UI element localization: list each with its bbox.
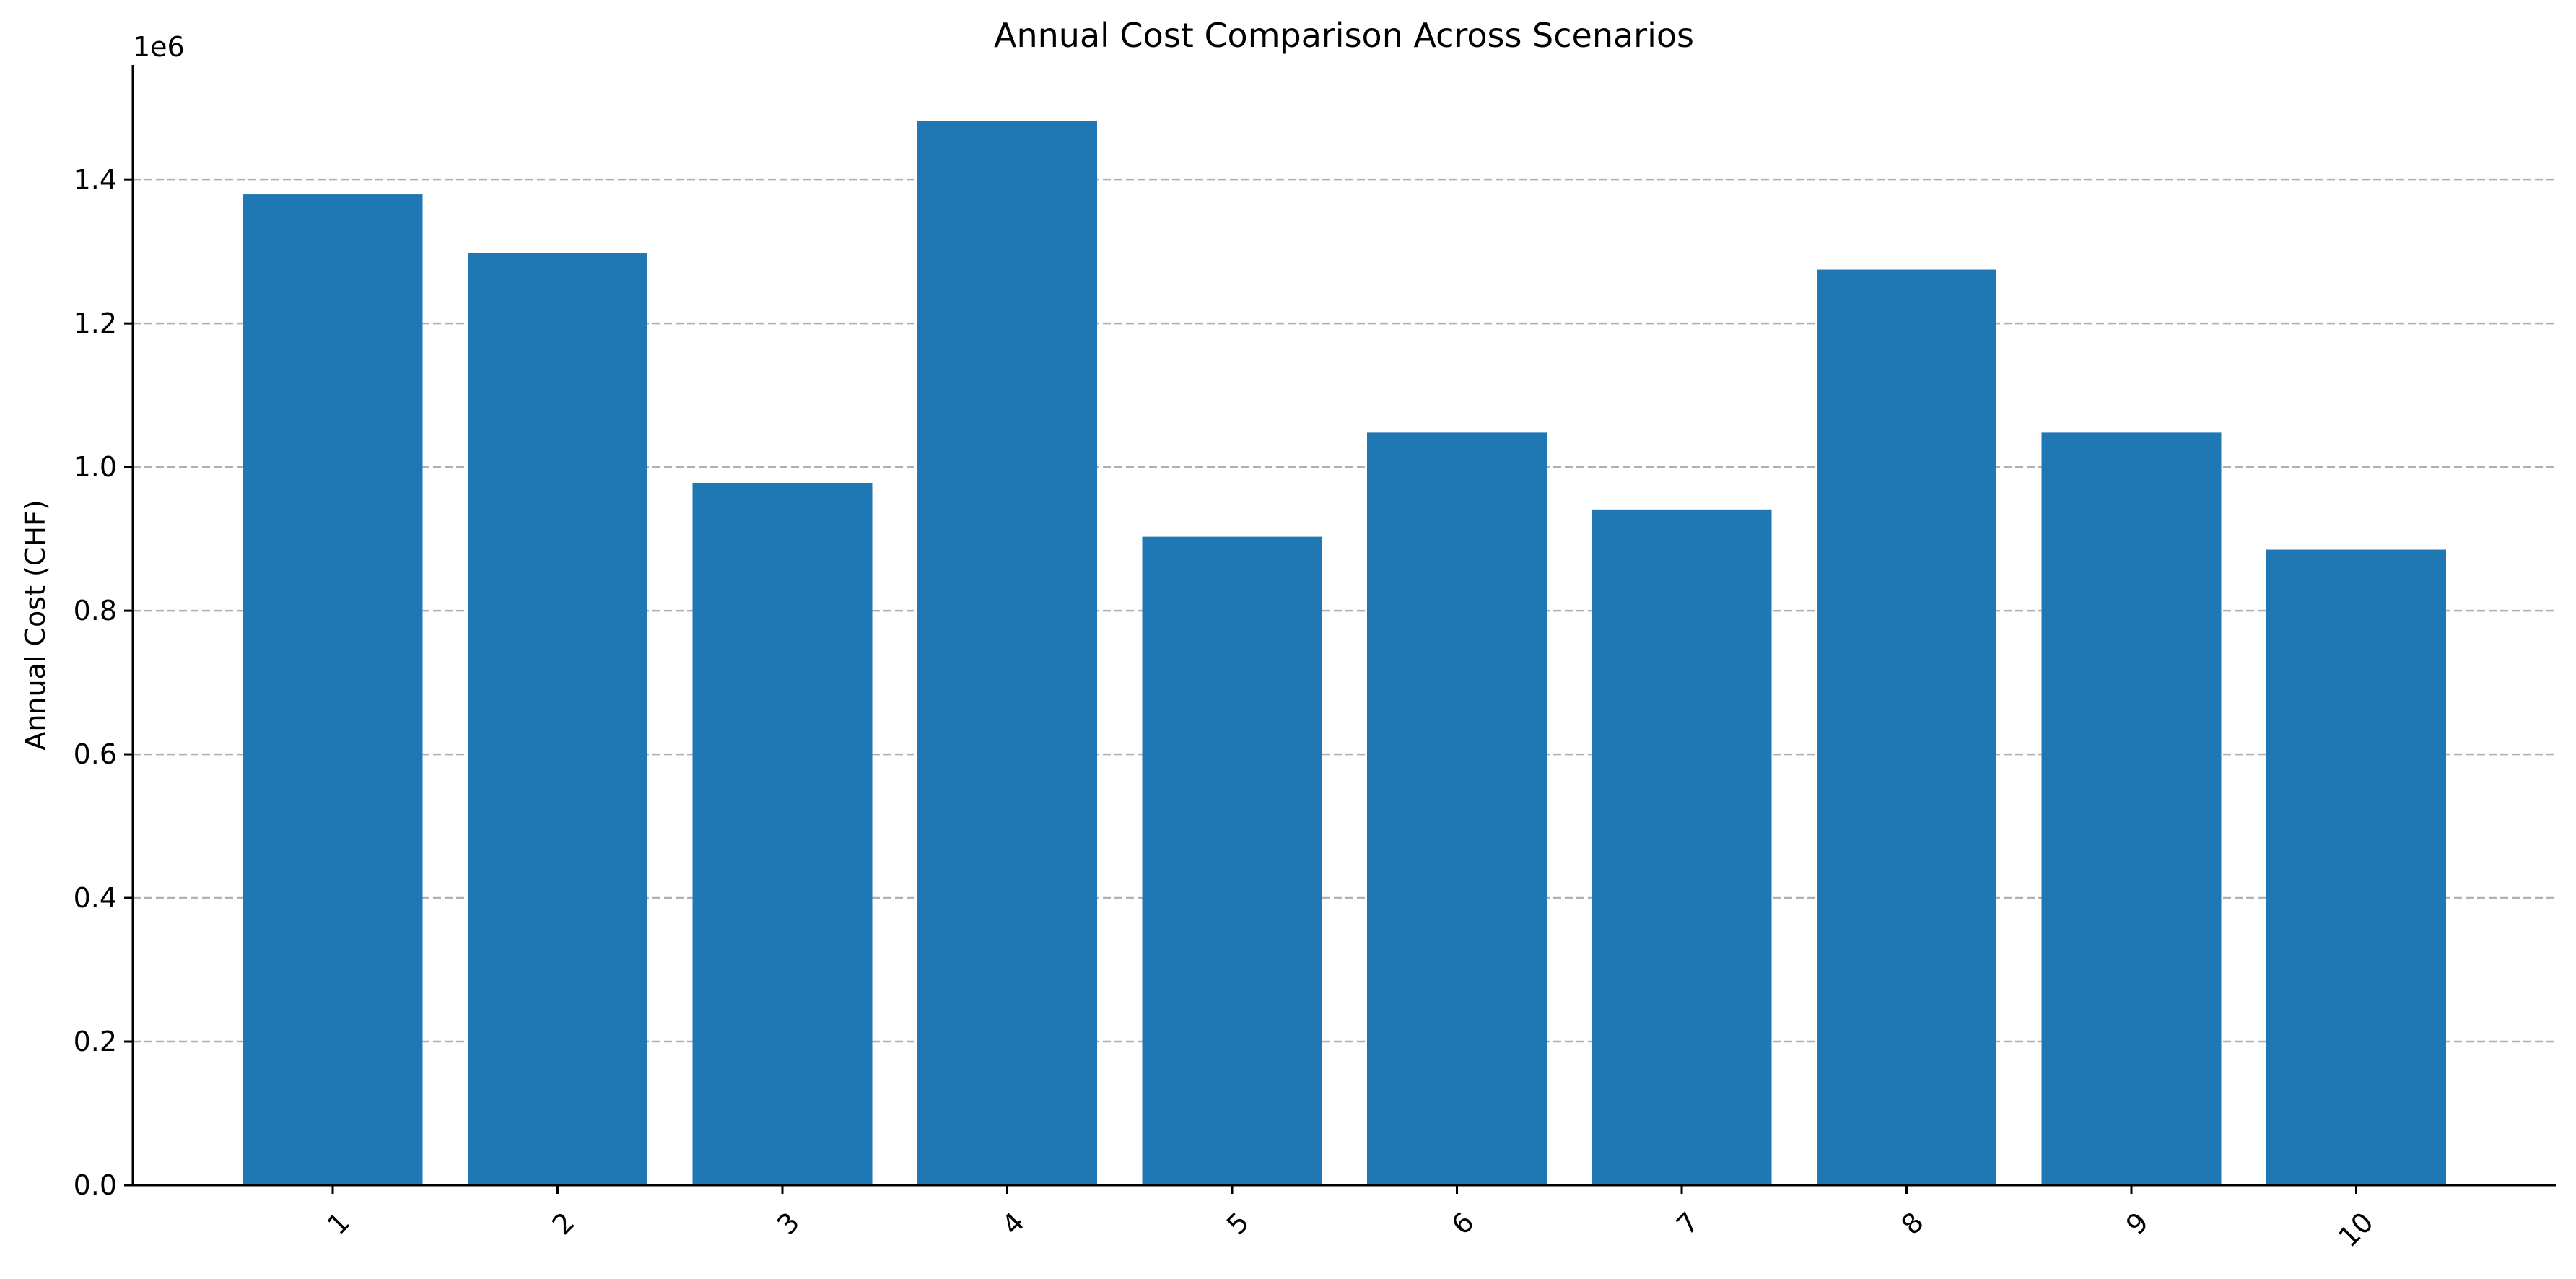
y-tick-label: 0.6 — [74, 738, 117, 770]
x-tick-label: 6 — [1445, 1206, 1480, 1241]
bar — [468, 253, 647, 1186]
x-tick-label: 4 — [995, 1206, 1030, 1241]
bar — [2266, 549, 2446, 1185]
x-tick-label: 9 — [2120, 1206, 2154, 1241]
y-axis-offset-label: 1e6 — [133, 31, 185, 63]
x-tick-label: 5 — [1221, 1206, 1255, 1241]
x-tick-label: 10 — [2332, 1206, 2379, 1253]
bar — [2041, 432, 2222, 1186]
y-tick-label: 0.8 — [74, 595, 117, 627]
bar — [1367, 432, 1547, 1186]
axes — [131, 65, 2556, 1187]
y-tick-label: 0.2 — [74, 1026, 117, 1057]
x-tick-label: 7 — [1670, 1206, 1705, 1241]
bar — [692, 483, 873, 1185]
bar — [243, 194, 423, 1186]
x-tick-label: 1 — [321, 1206, 356, 1241]
bar — [1817, 269, 1996, 1185]
y-axis-label: Annual Cost (CHF) — [19, 499, 51, 750]
bar — [917, 121, 1097, 1186]
x-ticks: 1 2 3 4 5 6 7 8 9 10 — [321, 1185, 2380, 1253]
bars — [243, 121, 2446, 1186]
chart-title: Annual Cost Comparison Across Scenarios — [994, 16, 1694, 55]
y-tick-label: 1.2 — [74, 307, 117, 339]
y-tick-label: 1.4 — [74, 164, 117, 196]
x-tick-label: 8 — [1895, 1206, 1929, 1241]
bar — [1592, 509, 1772, 1185]
x-tick-label: 2 — [546, 1206, 580, 1241]
x-tick-label: 3 — [771, 1206, 805, 1241]
y-tick-label: 0.0 — [74, 1169, 117, 1201]
y-tick-label: 0.4 — [74, 882, 117, 914]
y-tick-label: 1.0 — [74, 451, 117, 483]
bar — [1142, 536, 1322, 1185]
y-ticks: 0.0 0.2 0.4 0.6 0.8 1.0 1.2 1.4 — [74, 164, 133, 1201]
